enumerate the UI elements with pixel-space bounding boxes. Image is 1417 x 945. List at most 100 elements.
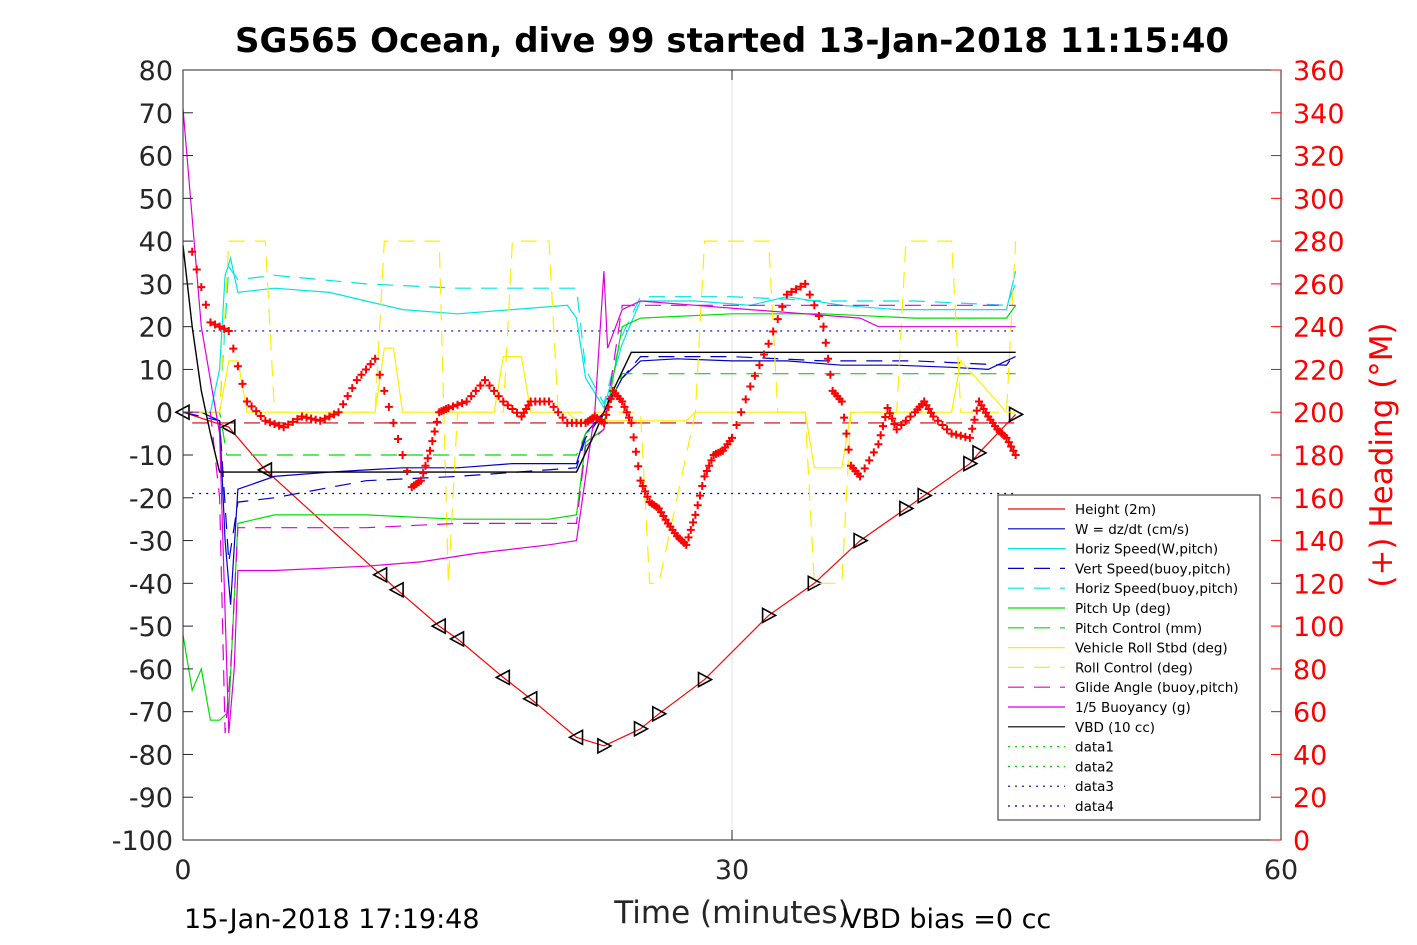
y2-tick-label: 40 [1293,740,1327,771]
heading-marker [821,338,830,347]
heading-marker [256,411,265,420]
heading-marker [638,482,647,491]
y2-tick-label: 340 [1293,99,1345,130]
depth-marker [597,737,613,755]
depth-marker [256,461,273,479]
heading-marker [352,376,361,385]
depth-marker [972,444,988,462]
heading-marker [878,422,887,431]
legend-entry: data4 [1075,799,1114,815]
y2-tick-label: 140 [1293,527,1345,558]
y-tick-label: -60 [129,655,173,686]
depth-marker [522,690,538,708]
heading-marker [503,401,512,410]
heading-marker [746,382,755,391]
heading-series [188,247,1020,549]
y-tick-label: 0 [156,398,173,429]
x-tick-label: 60 [1264,855,1298,886]
heading-marker [824,354,833,363]
y-tick-label: 40 [139,227,173,258]
heading-marker [419,469,428,478]
heading-marker [840,413,849,422]
heading-marker [885,409,894,418]
y-tick-label: 10 [139,355,173,386]
legend-entry: W = dz/dt (cm/s) [1075,522,1189,538]
chart-title: SG565 Ocean, dive 99 started 13-Jan-2018… [235,21,1229,61]
heading-marker [810,301,819,310]
heading-marker [343,392,352,401]
heading-marker [545,397,553,406]
legend-entry: data2 [1075,759,1114,775]
heading-marker [943,425,952,434]
y-tick-label: -80 [129,740,173,771]
y-tick-label: -10 [129,441,173,472]
heading-marker [279,423,288,432]
heading-marker [693,501,702,510]
heading-marker [938,421,947,430]
series-layer [174,108,1025,755]
heading-marker [876,431,885,440]
depth-marker [853,532,869,549]
depth-marker [651,705,668,723]
depth-marker [899,500,915,517]
heading-marker [947,429,956,438]
heading-marker [933,416,942,425]
y-tick-label: -40 [129,569,173,600]
heading-marker [558,413,567,422]
heading-marker [288,417,297,426]
series-line-glide-angle-buoy-pitch [183,304,1016,734]
series-line-1-5-buoyancy-g [182,108,1016,734]
heading-marker [366,360,375,369]
y-tick-label: -100 [112,826,173,857]
legend-entry: VBD (10 cc) [1075,720,1155,736]
heading-marker [778,302,787,311]
heading-marker [362,365,370,374]
depth-marker [633,720,650,738]
heading-marker [844,445,853,454]
y2-tick-label: 220 [1293,355,1345,386]
heading-marker [467,392,476,401]
heading-marker [702,467,711,476]
x-tick-label: 0 [174,855,191,886]
heading-marker [643,492,652,501]
heading-marker [956,431,965,440]
y2-tick-label: 320 [1293,142,1345,173]
depth-marker [448,630,465,648]
heading-marker [629,433,638,442]
heading-marker [316,416,325,425]
heading-marker [357,370,366,379]
y2-tick-label: 240 [1293,313,1345,344]
heading-marker [462,397,471,406]
y2-tick-label: 200 [1293,398,1345,429]
heading-marker [215,322,224,331]
heading-marker [275,421,284,430]
heading-marker [604,402,613,411]
heading-marker [554,408,563,417]
heading-marker [261,416,270,425]
heading-marker [760,350,769,359]
heading-marker [201,300,210,309]
legend-entry: data1 [1075,740,1114,756]
heading-marker [737,408,746,417]
legend-entry: Roll Control (deg) [1075,660,1193,676]
heading-marker [512,408,521,417]
heading-marker [471,386,480,395]
series-line-w-dz-dt-cm-s [183,356,1016,605]
series-line-height-2m [182,411,1017,747]
legend-entry: Vert Speed(buoy,pitch) [1075,561,1231,577]
legend-entry: 1/5 Buoyancy (g) [1075,700,1191,716]
heading-marker [224,326,233,335]
heading-marker [188,247,197,256]
heading-marker [453,400,462,409]
heading-marker [384,402,393,411]
heading-marker [229,344,238,353]
heading-marker [320,414,329,423]
heading-marker [952,430,961,439]
heading-marker [773,315,782,324]
heading-marker [682,540,691,549]
depth-marker [963,455,979,472]
heading-marker [874,440,883,449]
legend-entry: Height (2m) [1075,502,1156,518]
heading-marker [764,339,773,348]
heading-marker [707,456,716,465]
